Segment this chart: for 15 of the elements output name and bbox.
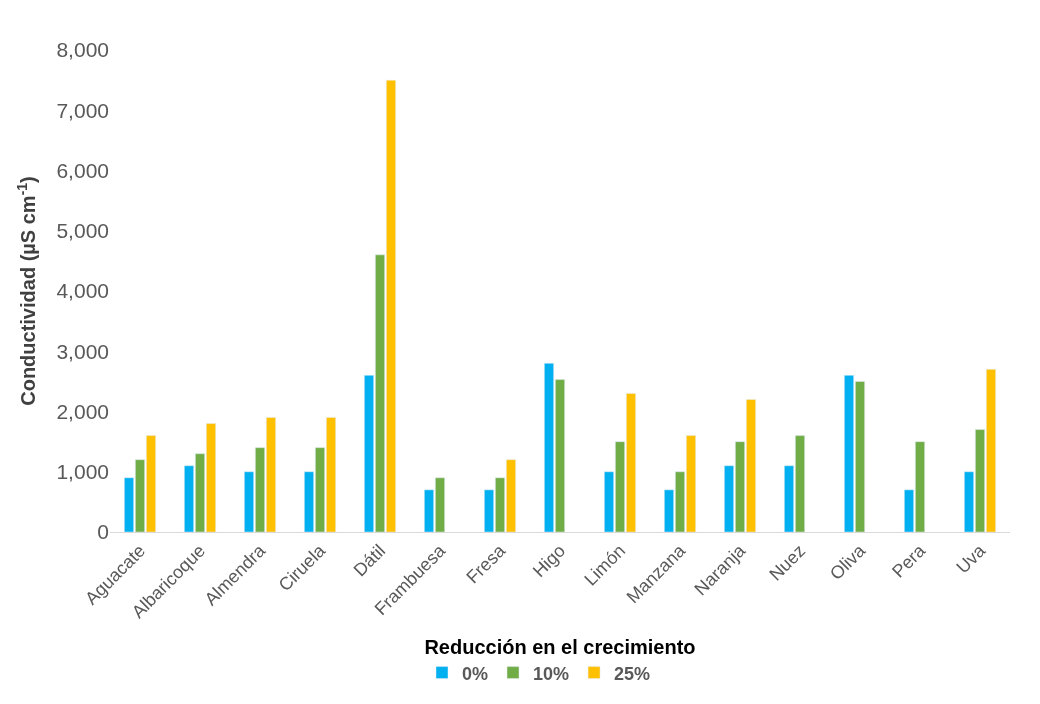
y-tick-label: 1,000 bbox=[56, 460, 109, 484]
y-tick-label: 7,000 bbox=[56, 98, 109, 122]
y-tick-label: 2,000 bbox=[56, 399, 109, 423]
y-tick-label: 4,000 bbox=[56, 279, 109, 303]
legend-label: 0% bbox=[462, 663, 489, 684]
y-tick-label: 5,000 bbox=[56, 219, 109, 243]
x-tick-label: Uva bbox=[952, 539, 990, 578]
legend-label: 25% bbox=[614, 663, 651, 684]
y-tick-label: 8,000 bbox=[56, 38, 109, 62]
x-tick-label: Higo bbox=[528, 540, 570, 581]
y-tick-label: 0 bbox=[97, 520, 109, 544]
y-tick-label: 6,000 bbox=[56, 158, 109, 182]
legend-title: Reducción en el crecimiento bbox=[424, 636, 696, 659]
legend-label: 10% bbox=[533, 663, 570, 684]
y-tick-label: 3,000 bbox=[56, 339, 109, 363]
